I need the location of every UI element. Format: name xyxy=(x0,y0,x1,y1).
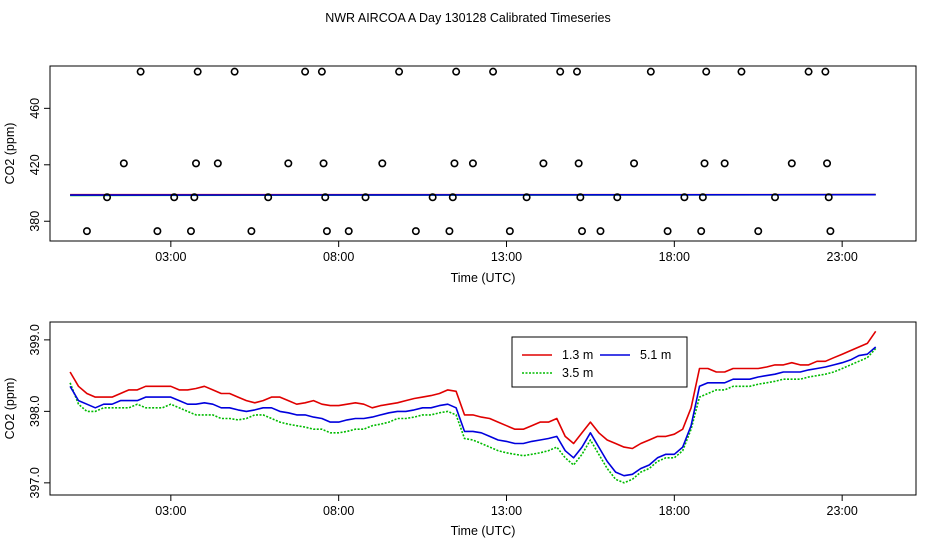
scatter-point xyxy=(754,227,763,236)
scatter-point xyxy=(170,193,179,202)
scatter-point xyxy=(522,193,531,202)
scatter-point xyxy=(489,67,498,76)
scatter-point xyxy=(720,159,729,168)
scatter-point xyxy=(428,193,437,202)
legend-label-1-3m: 1.3 m xyxy=(562,348,593,362)
y-tick-label: 380 xyxy=(28,211,42,232)
scatter-point xyxy=(698,193,707,202)
timeseries-x-axis-label: Time (UTC) xyxy=(451,524,516,538)
scatter-point xyxy=(190,193,199,202)
scatter-point xyxy=(823,159,832,168)
scatter-point xyxy=(103,193,112,202)
scatter-x-axis-label: Time (UTC) xyxy=(451,271,516,285)
y-tick-label: 398.0 xyxy=(28,396,42,427)
y-tick-label: 399.0 xyxy=(28,324,42,355)
scatter-point xyxy=(737,67,746,76)
scatter-point xyxy=(450,159,459,168)
y-tick-label: 460 xyxy=(28,98,42,119)
scatter-point xyxy=(505,227,514,236)
scatter-point xyxy=(445,227,454,236)
scatter-point xyxy=(322,227,331,236)
scatter-point xyxy=(630,159,639,168)
figure-title: NWR AIRCOA A Day 130128 Calibrated Times… xyxy=(325,11,611,25)
legend: 1.3 m 5.1 m 3.5 m xyxy=(511,336,688,388)
scatter-y-axis-label: CO2 (ppm) xyxy=(3,123,17,185)
scatter-point xyxy=(321,193,330,202)
scatter-point xyxy=(319,159,328,168)
scatter-point xyxy=(824,193,833,202)
scatter-point xyxy=(697,227,706,236)
scatter-point xyxy=(700,159,709,168)
scatter-point xyxy=(301,67,310,76)
legend-label-3-5m: 3.5 m xyxy=(562,366,593,380)
scatter-point xyxy=(192,159,201,168)
y-tick-label: 420 xyxy=(28,154,42,175)
scatter-point xyxy=(556,67,565,76)
scatter-point xyxy=(136,67,145,76)
scatter-point xyxy=(119,159,128,168)
timeseries-series-lines xyxy=(69,330,877,484)
scatter-point xyxy=(680,193,689,202)
scatter-point xyxy=(247,227,256,236)
scatter-point xyxy=(284,159,293,168)
scatter-point xyxy=(663,227,672,236)
scatter-x-axis: 03:00 08:00 13:00 18:00 23:00 xyxy=(155,241,858,264)
scatter-point xyxy=(264,193,273,202)
scatter-point xyxy=(193,67,202,76)
scatter-y-axis: 380 420 460 xyxy=(28,98,51,232)
scatter-series-lines xyxy=(70,193,876,197)
x-tick-label: 23:00 xyxy=(827,504,858,518)
scatter-point xyxy=(186,227,195,236)
x-tick-label: 18:00 xyxy=(659,504,690,518)
scatter-points xyxy=(82,67,835,236)
x-tick-label: 13:00 xyxy=(491,504,522,518)
scatter-point xyxy=(646,67,655,76)
scatter-point xyxy=(344,227,353,236)
x-tick-label: 23:00 xyxy=(827,250,858,264)
scatter-point xyxy=(576,193,585,202)
scatter-point xyxy=(572,67,581,76)
scatter-point xyxy=(613,193,622,202)
scatter-point xyxy=(826,227,835,236)
scatter-point xyxy=(574,159,583,168)
scatter-point xyxy=(82,227,91,236)
scatter-point xyxy=(452,67,461,76)
timeseries-panel: 03:00 08:00 13:00 18:00 23:00 397.0 398.0 399.… xyxy=(3,321,917,538)
scatter-panel: 03:00 08:00 13:00 18:00 23:00 380 420 460 Time… xyxy=(3,65,917,285)
scatter-point xyxy=(821,67,830,76)
timeseries-x-axis: 03:00 08:00 13:00 18:00 23:00 xyxy=(155,495,858,518)
x-tick-label: 03:00 xyxy=(155,250,186,264)
scatter-point xyxy=(378,159,387,168)
x-tick-label: 03:00 xyxy=(155,504,186,518)
timeseries-y-axis: 397.0 398.0 399.0 xyxy=(28,324,51,498)
y-tick-label: 397.0 xyxy=(28,467,42,498)
scatter-point xyxy=(395,67,404,76)
x-tick-label: 18:00 xyxy=(659,250,690,264)
x-tick-label: 08:00 xyxy=(323,504,354,518)
legend-box xyxy=(511,336,688,388)
scatter-point xyxy=(771,193,780,202)
scatter-point xyxy=(539,159,548,168)
scatter-point xyxy=(448,193,457,202)
scatter-point xyxy=(578,227,587,236)
scatter-point xyxy=(153,227,162,236)
scatter-point xyxy=(468,159,477,168)
scatter-point xyxy=(411,227,420,236)
scatter-point xyxy=(317,67,326,76)
timeseries-y-axis-label: CO2 (ppm) xyxy=(3,378,17,440)
scatter-point xyxy=(213,159,222,168)
scatter-point xyxy=(702,67,711,76)
scatter-point xyxy=(230,67,239,76)
scatter-point xyxy=(596,227,605,236)
x-tick-label: 13:00 xyxy=(491,250,522,264)
scatter-point xyxy=(787,159,796,168)
series-line-1-3-m xyxy=(69,330,877,450)
scatter-point xyxy=(804,67,813,76)
legend-label-5-1m: 5.1 m xyxy=(640,348,671,362)
series-line-5-1-m xyxy=(69,346,877,477)
x-tick-label: 08:00 xyxy=(323,250,354,264)
scatter-point xyxy=(361,193,370,202)
